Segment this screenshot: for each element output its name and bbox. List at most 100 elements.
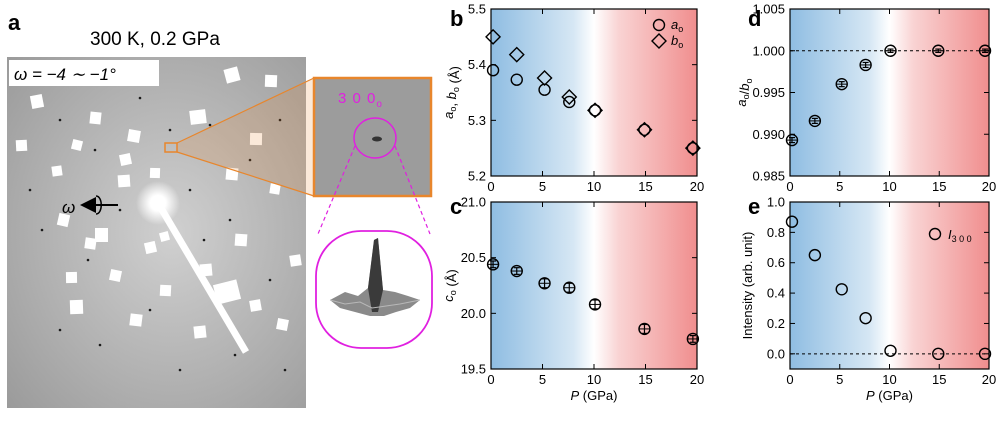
masked-reflection — [234, 233, 248, 247]
legend-sub: 3 0 0 — [952, 234, 972, 244]
y-tick-label: 19.5 — [461, 362, 486, 377]
masked-reflection — [95, 228, 108, 242]
x-tick-label: 10 — [882, 372, 896, 387]
x-tick-label: 5 — [836, 179, 843, 194]
peak-3d-surface — [329, 238, 421, 316]
panel-label-a: a — [8, 10, 21, 35]
pressure-gradient-bg — [491, 9, 697, 176]
direct-beam — [136, 181, 180, 225]
data-point — [563, 95, 576, 109]
x-tick-label: 20 — [982, 372, 996, 387]
zoom-wedge — [177, 78, 314, 196]
masked-reflection — [223, 66, 241, 84]
x-tick-label: 20 — [982, 179, 996, 194]
data-point — [636, 121, 653, 138]
data-point — [510, 73, 523, 86]
bragg-spot — [40, 228, 44, 232]
bragg-spot — [283, 368, 287, 372]
y-tick-label: 0.2 — [767, 316, 785, 331]
masked-reflection — [129, 313, 143, 327]
x-tick-label: 0 — [786, 179, 793, 194]
y-axis-label-part: b — [737, 83, 752, 90]
bragg-spot — [98, 343, 102, 347]
data-point — [486, 258, 500, 271]
panel-label-d: d — [748, 6, 761, 31]
inset-reflection-subscript: o — [376, 99, 383, 110]
y-tick-label: 0.6 — [767, 255, 785, 270]
masked-reflection — [193, 325, 207, 339]
panel-label-b: b — [450, 6, 463, 31]
y-axis-label-part: o — [741, 94, 751, 99]
y-tick-label: 0.4 — [767, 286, 785, 301]
legend-label-a: ao — [671, 17, 683, 34]
data-point — [785, 133, 799, 147]
masked-reflection — [108, 268, 123, 283]
legend-sub: o — [678, 40, 683, 50]
x-tick-label: 10 — [587, 179, 601, 194]
bragg-spot — [58, 328, 62, 332]
data-point — [588, 298, 602, 311]
data-point — [638, 123, 651, 136]
y-tick-label: 5.2 — [468, 169, 486, 184]
x-tick-label: 5 — [539, 372, 546, 387]
data-point — [638, 322, 651, 336]
legend-var: I — [948, 227, 952, 242]
data-point — [859, 311, 872, 325]
y-axis-label-part: o — [744, 78, 754, 83]
data-point — [808, 114, 822, 128]
y-tick-label: 1.005 — [752, 2, 785, 17]
y-tick-label: 5.5 — [468, 2, 486, 17]
data-point — [538, 277, 551, 290]
pressure-gradient-bg — [790, 9, 989, 176]
x-axis-unit: (GPa) — [875, 388, 913, 403]
y-tick-label: 20.5 — [461, 250, 486, 265]
masked-reflection — [212, 279, 242, 305]
x-tick-label: 10 — [882, 179, 896, 194]
data-point — [587, 102, 604, 119]
data-point — [686, 141, 700, 155]
legend-sub: o — [678, 24, 683, 34]
y-axis-label-part: o — [448, 290, 458, 295]
data-point — [932, 44, 945, 57]
x-axis-var: P — [866, 388, 875, 403]
y-tick-label: 1.0 — [767, 195, 785, 210]
bragg-spot — [188, 188, 192, 192]
y-axis-label: ao, bo (Å) — [441, 66, 462, 119]
masked-reflection — [118, 152, 133, 167]
data-point — [486, 64, 500, 77]
masked-reflection — [149, 167, 161, 179]
bragg-spots — [28, 96, 287, 372]
x-tick-label: 15 — [932, 179, 946, 194]
inset-reflection-label: 3 0 0o — [338, 90, 383, 110]
y-tick-label: 1.000 — [752, 43, 785, 58]
data-point — [978, 347, 992, 361]
legend-label-i300: I3 0 0 — [948, 227, 972, 244]
y-axis-label-part: o — [448, 107, 458, 112]
diffraction-image — [7, 57, 306, 408]
masked-reflection — [84, 237, 97, 250]
x-axis-label: P (GPa) — [866, 388, 913, 403]
panel-e: 0 5 10 15 20 0.0 0.2 0.4 0.6 0.8 1.0 P (GPa) Intensi… — [740, 195, 996, 404]
legend-marker-i300 — [928, 227, 942, 241]
bragg-spot — [58, 118, 62, 122]
beam-stop — [154, 201, 250, 354]
data-point — [563, 281, 576, 294]
x-tick-label: 15 — [638, 372, 652, 387]
y-axis-label: ao/bo — [734, 78, 754, 106]
y-tick-label: 20.0 — [461, 306, 486, 321]
data-point — [508, 46, 525, 63]
data-point — [859, 58, 872, 72]
panel-a: a 300 K, 0.2 GPa ω = −4 ∼ −1° ω 3 0 0o — [7, 10, 433, 408]
zoom-line-top — [176, 77, 315, 144]
masked-reflection — [269, 183, 281, 195]
y-tick-label: 0.985 — [752, 169, 785, 184]
x-tick-label: 0 — [786, 372, 793, 387]
legend-marker-b — [651, 33, 667, 49]
zoom-source-box — [164, 142, 178, 153]
x-tick-label: 15 — [638, 179, 652, 194]
data-point — [932, 347, 945, 361]
data-point — [978, 44, 992, 57]
data-point — [884, 344, 897, 357]
bragg-spot — [248, 158, 252, 162]
